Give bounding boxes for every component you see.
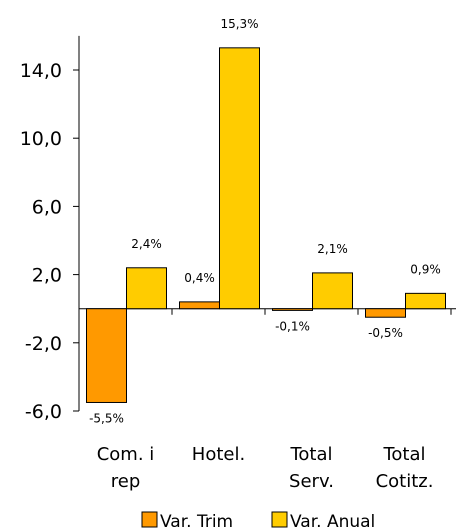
legend-swatch-var-anual xyxy=(271,511,288,528)
legend-label: Var. Anual xyxy=(290,512,375,530)
bar-var-trim xyxy=(86,308,127,403)
y-tick-label: 14,0 xyxy=(20,60,62,82)
bar-var-anual xyxy=(126,267,167,310)
data-label: -0,5% xyxy=(368,326,403,340)
data-label: 2,1% xyxy=(317,242,348,256)
category-label: Total Serv. xyxy=(289,444,334,492)
data-label: -0,1% xyxy=(275,319,310,333)
y-tick-label: 10,0 xyxy=(20,128,62,150)
category-label: Total Cotitz. xyxy=(376,444,434,492)
legend-label: Var. Trim xyxy=(160,512,233,530)
legend-swatch-var-trim xyxy=(141,511,158,528)
y-axis: -6,0 -2,0 2,0 6,0 10,0 14,0 xyxy=(20,35,456,423)
data-label: -5,5% xyxy=(89,411,124,425)
y-tick-label: -2,0 xyxy=(25,333,62,355)
data-label: 0,4% xyxy=(184,271,215,285)
legend: Var. Trim Var. Anual xyxy=(141,511,375,530)
bar-var-trim xyxy=(179,301,220,310)
category-labels: Com. i rep Hotel. Total Serv. Total Cotitz. xyxy=(97,444,434,492)
bars xyxy=(86,47,446,403)
data-labels: -5,5% 0,4% -0,1% -0,5% 2,4% 15,3% 2,1% 0,9% xyxy=(89,17,441,426)
bar-var-anual xyxy=(405,292,446,310)
bar-var-anual xyxy=(219,47,260,310)
bar-var-trim xyxy=(365,308,406,318)
data-label: 2,4% xyxy=(131,237,162,251)
category-label: Hotel. xyxy=(192,444,245,465)
y-tick-label: 2,0 xyxy=(32,265,62,287)
y-tick-label: 6,0 xyxy=(32,196,62,218)
y-tick-label: -6,0 xyxy=(25,401,62,423)
bar-var-trim xyxy=(272,308,313,311)
data-label: 15,3% xyxy=(220,17,258,31)
bar-var-anual xyxy=(312,272,353,310)
category-label: Com. i rep xyxy=(97,444,155,492)
data-label: 0,9% xyxy=(410,262,441,276)
